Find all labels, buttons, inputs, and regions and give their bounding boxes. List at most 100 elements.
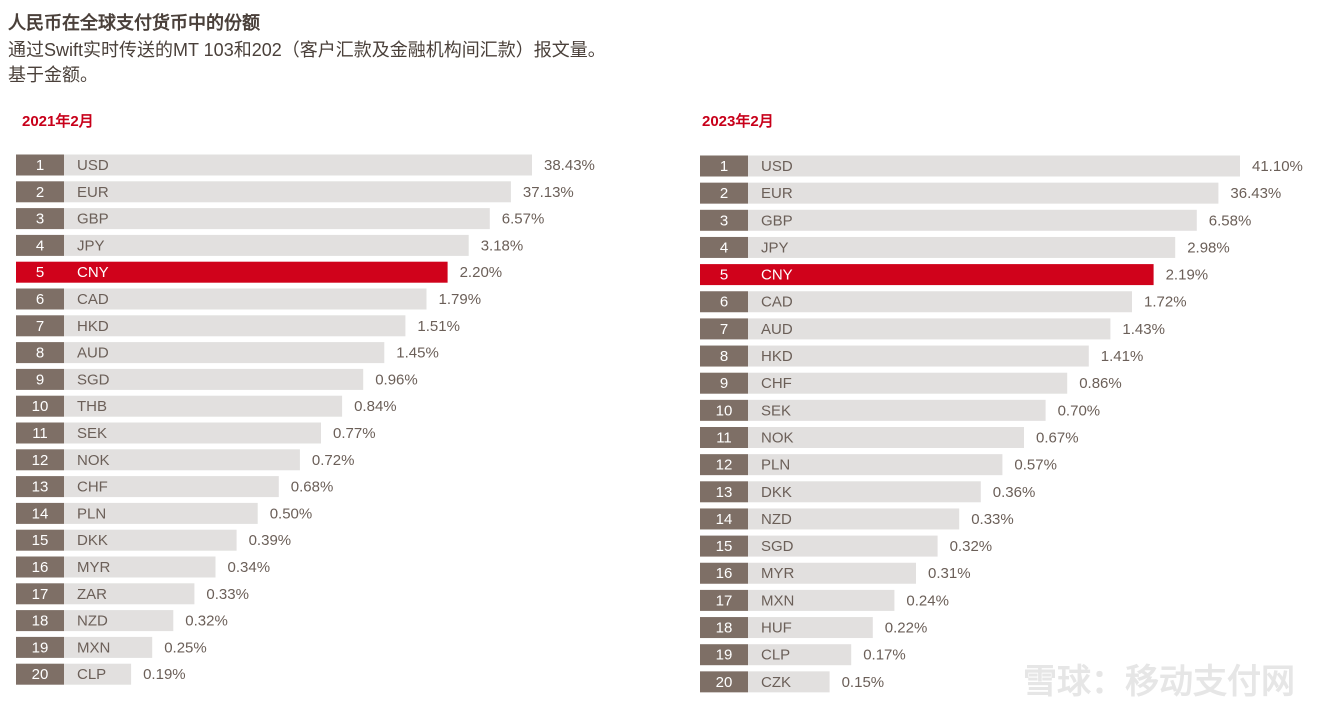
currency: CAD — [77, 291, 109, 308]
rank: 10 — [716, 402, 733, 419]
rank: 11 — [32, 425, 48, 442]
bar — [64, 476, 279, 498]
share: 6.58% — [1209, 212, 1252, 229]
currency: NZD — [77, 613, 108, 630]
share: 0.34% — [228, 559, 271, 576]
rank: 16 — [716, 565, 733, 582]
rank: 14 — [716, 511, 733, 528]
share: 2.98% — [1187, 239, 1230, 256]
rank-box — [16, 449, 64, 471]
rank-box — [700, 589, 748, 611]
currency: PLN — [77, 505, 106, 522]
rank: 10 — [32, 398, 49, 415]
rank-box — [700, 671, 748, 693]
bar — [748, 399, 1046, 421]
share: 0.67% — [1036, 429, 1079, 446]
bar — [64, 583, 195, 605]
currency: NOK — [761, 429, 794, 446]
bar — [748, 372, 1068, 394]
currency: SEK — [77, 425, 107, 442]
bar — [64, 529, 237, 551]
rank: 7 — [36, 318, 44, 335]
currency: AUD — [77, 345, 109, 362]
bar — [64, 556, 216, 578]
rank: 11 — [716, 429, 732, 446]
rank-box — [700, 427, 748, 448]
bar — [748, 291, 1132, 313]
bar — [748, 589, 895, 611]
rank-box — [700, 508, 748, 530]
currency: MXN — [77, 639, 110, 656]
share: 0.31% — [928, 565, 971, 582]
rank: 13 — [716, 484, 733, 501]
bar — [748, 318, 1111, 340]
rank-box — [700, 454, 748, 476]
rank-box — [16, 261, 64, 283]
bar — [64, 636, 153, 658]
rank-box — [16, 663, 64, 685]
bar — [64, 663, 132, 685]
currency: CAD — [761, 294, 793, 311]
rank-box — [16, 342, 64, 364]
currency: CNY — [77, 264, 109, 281]
share: 1.72% — [1144, 294, 1187, 311]
bar — [64, 288, 427, 310]
rank: 1 — [720, 158, 728, 175]
rank-box — [700, 345, 748, 367]
rank-box — [700, 481, 748, 503]
currency: HKD — [77, 318, 109, 335]
currency: DKK — [761, 484, 792, 501]
currency: MXN — [761, 592, 794, 609]
share: 1.43% — [1122, 321, 1165, 338]
bar — [64, 368, 364, 390]
share: 0.39% — [249, 532, 292, 549]
share: 0.70% — [1058, 402, 1101, 419]
rank: 16 — [32, 559, 49, 576]
currency: HKD — [761, 348, 793, 365]
rank: 19 — [32, 639, 49, 656]
bar — [64, 395, 343, 417]
rank: 17 — [32, 586, 49, 603]
currency: NOK — [77, 452, 110, 469]
rank-box — [700, 562, 748, 584]
rank: 13 — [32, 479, 49, 496]
rank: 9 — [720, 375, 728, 392]
rank: 3 — [36, 211, 44, 228]
rank-box — [16, 208, 64, 230]
rank: 8 — [36, 345, 44, 362]
share: 1.41% — [1101, 348, 1144, 365]
bar — [748, 454, 1003, 476]
share: 0.68% — [291, 479, 334, 496]
share: 0.50% — [270, 505, 313, 522]
rank-box — [700, 209, 748, 231]
rank: 3 — [720, 212, 728, 229]
currency: CZK — [761, 674, 791, 691]
rank: 18 — [32, 613, 49, 630]
rank-box — [16, 422, 64, 444]
rank-box — [700, 291, 748, 313]
share: 0.32% — [950, 538, 993, 555]
rank: 12 — [32, 452, 49, 469]
currency: THB — [77, 398, 107, 415]
currency: PLN — [761, 457, 790, 474]
rank-box — [700, 372, 748, 394]
bar — [748, 182, 1219, 204]
share: 0.33% — [971, 511, 1014, 528]
rank-box — [16, 395, 64, 417]
share: 0.72% — [312, 452, 355, 469]
bar — [748, 562, 916, 584]
currency: ZAR — [77, 586, 107, 603]
bar — [64, 234, 469, 256]
bar — [748, 671, 830, 693]
share: 2.20% — [460, 264, 503, 281]
share: 0.33% — [206, 586, 249, 603]
rank-box — [700, 264, 748, 286]
share: 38.43% — [544, 157, 595, 174]
bar — [748, 535, 938, 557]
bar — [64, 261, 448, 283]
share: 0.15% — [842, 674, 885, 691]
currency: MYR — [77, 559, 111, 576]
bar — [748, 264, 1154, 286]
currency: GBP — [761, 212, 793, 229]
rank: 12 — [716, 457, 733, 474]
